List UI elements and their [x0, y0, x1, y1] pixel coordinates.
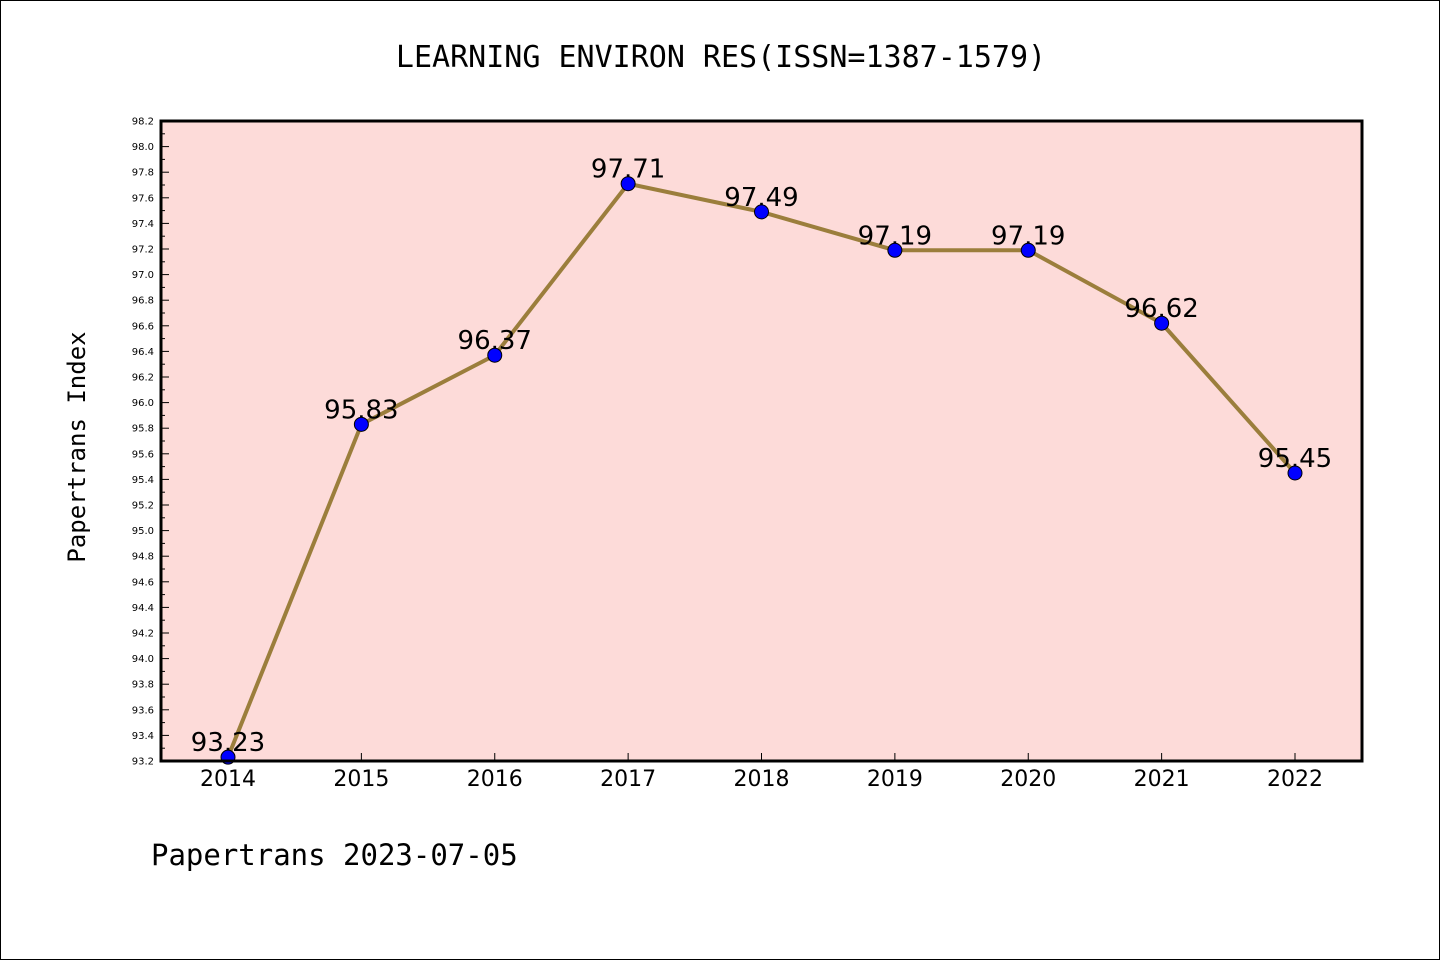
- y-tick-label: 96.6: [132, 321, 154, 332]
- x-tick-label: 2014: [200, 767, 256, 792]
- x-tick-label: 2017: [600, 767, 656, 792]
- x-tick-label: 2018: [734, 767, 790, 792]
- data-point: [1287, 465, 1303, 481]
- x-tick-label: 2021: [1134, 767, 1190, 792]
- y-tick-label: 93.8: [132, 680, 154, 691]
- y-tick-label: 94.2: [132, 629, 154, 640]
- y-tick-label: 95.2: [132, 501, 154, 512]
- footer-text: Papertrans 2023-07-05: [151, 838, 518, 872]
- y-tick-label: 97.6: [132, 193, 154, 204]
- y-tick-label: 98.0: [132, 142, 154, 153]
- y-tick-label: 95.6: [132, 449, 154, 460]
- y-tick-label: 95.8: [132, 424, 154, 435]
- x-tick-label: 2016: [467, 767, 523, 792]
- data-point: [1020, 242, 1036, 258]
- y-tick-label: 94.0: [132, 654, 154, 665]
- plot-border: [159, 119, 1364, 763]
- y-tick-label: 93.6: [132, 705, 154, 716]
- data-point: [887, 242, 903, 258]
- x-axis-ticks: 2014 2015 2016 2017 2018 2019 2020 2021 2022: [200, 753, 1323, 792]
- y-tick-label: 98.2: [132, 117, 154, 128]
- y-tick-label: 97.0: [132, 270, 154, 281]
- y-tick-label: 93.2: [132, 757, 154, 768]
- y-tick-label: 96.2: [132, 373, 154, 384]
- y-tick-label: 93.4: [132, 731, 154, 742]
- chart-title: LEARNING ENVIRON RES(ISSN=1387-1579): [396, 40, 1046, 75]
- x-tick-label: 2022: [1267, 767, 1323, 792]
- plot-area: [161, 121, 1362, 761]
- x-tick-label: 2019: [867, 767, 923, 792]
- data-point: [487, 347, 503, 363]
- y-tick-label: 94.8: [132, 552, 154, 563]
- data-point: [620, 176, 636, 192]
- y-axis-label: Papertrans Index: [63, 331, 91, 562]
- y-tick-label: 96.0: [132, 398, 154, 409]
- y-tick-label: 96.4: [132, 347, 154, 358]
- data-point: [754, 204, 769, 220]
- y-tick-label: 95.4: [132, 475, 154, 486]
- y-tick-label: 97.8: [132, 168, 154, 179]
- x-tick-label: 2015: [333, 767, 389, 792]
- data-point: [1154, 315, 1170, 331]
- y-tick-label: 94.4: [132, 603, 154, 614]
- data-point: [353, 416, 369, 432]
- x-tick-label: 2020: [1000, 767, 1056, 792]
- y-tick-label: 95.0: [132, 526, 154, 537]
- y-tick-label: 96.8: [132, 296, 154, 307]
- y-tick-label: 94.6: [132, 577, 154, 588]
- y-tick-label: 97.4: [132, 219, 154, 230]
- y-tick-label: 97.2: [132, 245, 154, 256]
